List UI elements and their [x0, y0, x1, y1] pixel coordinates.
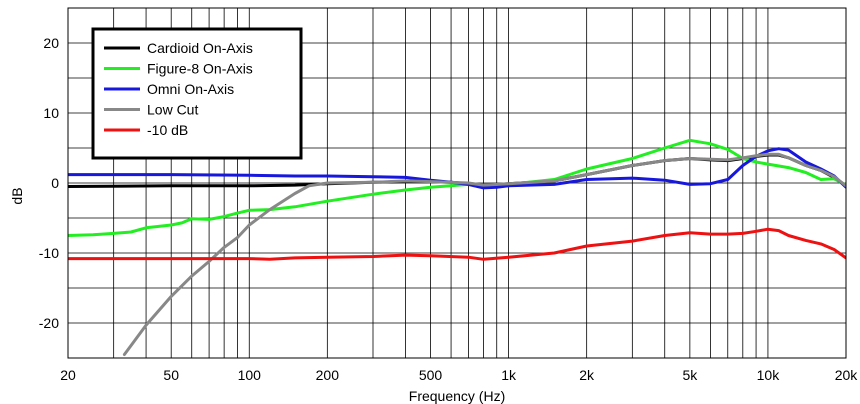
x-axis-label: Frequency (Hz): [409, 388, 505, 404]
x-tick-label: 200: [316, 367, 340, 383]
legend-label: -10 dB: [147, 122, 188, 138]
y-tick-label: 10: [43, 105, 59, 121]
y-tick-label: -10: [39, 245, 59, 261]
series-line-10-db: [68, 227, 846, 261]
x-tick-label: 100: [238, 367, 262, 383]
legend: Cardioid On-Axis Figure-8 On-Axis Omni On-…: [91, 27, 303, 160]
legend-label: Omni On-Axis: [147, 81, 234, 97]
y-tick-labels: 20 10 0 -10 -20: [39, 35, 59, 331]
x-tick-label: 10k: [757, 367, 781, 383]
series-line-low-cut: [122, 152, 846, 356]
series-lines: [68, 138, 846, 356]
y-axis-label: dB: [9, 187, 25, 204]
series-line-omni-on-axis: [68, 147, 846, 190]
legend-box: [91, 27, 303, 160]
x-tick-label: 20: [60, 367, 76, 383]
y-tick-label: 20: [43, 35, 59, 51]
x-tick-label: 50: [163, 367, 179, 383]
y-tick-label: -20: [39, 315, 59, 331]
legend-label: Cardioid On-Axis: [147, 40, 253, 56]
legend-label: Figure-8 On-Axis: [147, 61, 253, 77]
x-tick-label: 500: [419, 367, 443, 383]
x-tick-label: 5k: [682, 367, 698, 383]
series-line-figure-8-on-axis: [68, 138, 846, 237]
x-tick-labels: 20 50 100 200 500 1k 2k 5k 10k 20k: [60, 367, 858, 383]
x-tick-label: 20k: [835, 367, 859, 383]
y-tick-label: 0: [51, 175, 59, 191]
x-tick-label: 1k: [501, 367, 517, 383]
x-tick-label: 2k: [579, 367, 595, 383]
legend-label: Low Cut: [147, 102, 198, 118]
plot-frame: [67, 7, 847, 359]
